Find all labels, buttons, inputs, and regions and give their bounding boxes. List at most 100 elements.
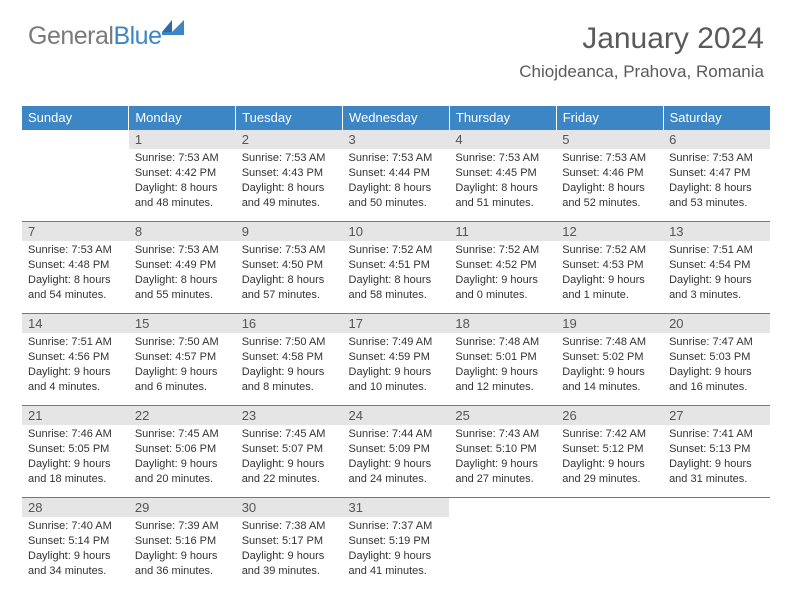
sunset-text: Sunset: 4:57 PM	[135, 350, 230, 365]
sunrise-text: Sunrise: 7:53 AM	[135, 243, 230, 258]
sunrise-text: Sunrise: 7:37 AM	[349, 519, 444, 534]
sunset-text: Sunset: 5:09 PM	[349, 442, 444, 457]
calendar-day-cell	[556, 498, 663, 590]
daylight-text: and 58 minutes.	[349, 288, 444, 303]
calendar-week-row: 21Sunrise: 7:46 AMSunset: 5:05 PMDayligh…	[22, 406, 770, 498]
daylight-text: and 4 minutes.	[28, 380, 123, 395]
daylight-text: Daylight: 9 hours	[242, 457, 337, 472]
daylight-text: Daylight: 8 hours	[349, 273, 444, 288]
sunrise-text: Sunrise: 7:45 AM	[135, 427, 230, 442]
month-title: January 2024	[519, 22, 764, 56]
day-number: 25	[449, 406, 556, 425]
sunset-text: Sunset: 5:01 PM	[455, 350, 550, 365]
day-details: Sunrise: 7:46 AMSunset: 5:05 PMDaylight:…	[22, 425, 129, 490]
day-number: 29	[129, 498, 236, 517]
sunrise-text: Sunrise: 7:46 AM	[28, 427, 123, 442]
day-details: Sunrise: 7:53 AMSunset: 4:44 PMDaylight:…	[343, 149, 450, 214]
calendar-day-cell: 11Sunrise: 7:52 AMSunset: 4:52 PMDayligh…	[449, 222, 556, 314]
brand-logo: GeneralBlue	[28, 22, 162, 51]
sunset-text: Sunset: 5:13 PM	[669, 442, 764, 457]
weekday-header: Wednesday	[343, 106, 450, 130]
day-details: Sunrise: 7:37 AMSunset: 5:19 PMDaylight:…	[343, 517, 450, 582]
calendar-week-row: 28Sunrise: 7:40 AMSunset: 5:14 PMDayligh…	[22, 498, 770, 590]
calendar-day-cell: 30Sunrise: 7:38 AMSunset: 5:17 PMDayligh…	[236, 498, 343, 590]
calendar-day-cell	[449, 498, 556, 590]
sunset-text: Sunset: 4:47 PM	[669, 166, 764, 181]
calendar-day-cell: 2Sunrise: 7:53 AMSunset: 4:43 PMDaylight…	[236, 130, 343, 222]
sunset-text: Sunset: 4:48 PM	[28, 258, 123, 273]
daylight-text: Daylight: 9 hours	[455, 365, 550, 380]
daylight-text: Daylight: 9 hours	[562, 457, 657, 472]
sunset-text: Sunset: 5:05 PM	[28, 442, 123, 457]
daylight-text: Daylight: 9 hours	[242, 549, 337, 564]
sunset-text: Sunset: 5:16 PM	[135, 534, 230, 549]
sunset-text: Sunset: 5:10 PM	[455, 442, 550, 457]
sunset-text: Sunset: 4:50 PM	[242, 258, 337, 273]
day-details: Sunrise: 7:53 AMSunset: 4:48 PMDaylight:…	[22, 241, 129, 306]
day-number: 11	[449, 222, 556, 241]
sunrise-text: Sunrise: 7:53 AM	[242, 243, 337, 258]
sunrise-text: Sunrise: 7:51 AM	[669, 243, 764, 258]
day-number: 27	[663, 406, 770, 425]
day-details: Sunrise: 7:41 AMSunset: 5:13 PMDaylight:…	[663, 425, 770, 490]
sunrise-text: Sunrise: 7:53 AM	[28, 243, 123, 258]
sunrise-text: Sunrise: 7:40 AM	[28, 519, 123, 534]
calendar-day-cell: 19Sunrise: 7:48 AMSunset: 5:02 PMDayligh…	[556, 314, 663, 406]
location-text: Chiojdeanca, Prahova, Romania	[519, 62, 764, 82]
daylight-text: and 29 minutes.	[562, 472, 657, 487]
sunset-text: Sunset: 4:42 PM	[135, 166, 230, 181]
daylight-text: Daylight: 8 hours	[562, 181, 657, 196]
day-details: Sunrise: 7:45 AMSunset: 5:06 PMDaylight:…	[129, 425, 236, 490]
calendar-week-row: 7Sunrise: 7:53 AMSunset: 4:48 PMDaylight…	[22, 222, 770, 314]
sunrise-text: Sunrise: 7:52 AM	[455, 243, 550, 258]
day-number: 18	[449, 314, 556, 333]
sunrise-text: Sunrise: 7:45 AM	[242, 427, 337, 442]
day-number: 30	[236, 498, 343, 517]
day-number: 6	[663, 130, 770, 149]
calendar-day-cell: 27Sunrise: 7:41 AMSunset: 5:13 PMDayligh…	[663, 406, 770, 498]
day-number: 14	[22, 314, 129, 333]
sunset-text: Sunset: 5:07 PM	[242, 442, 337, 457]
sunset-text: Sunset: 4:58 PM	[242, 350, 337, 365]
day-details: Sunrise: 7:52 AMSunset: 4:52 PMDaylight:…	[449, 241, 556, 306]
sunrise-text: Sunrise: 7:38 AM	[242, 519, 337, 534]
daylight-text: Daylight: 9 hours	[562, 273, 657, 288]
daylight-text: and 49 minutes.	[242, 196, 337, 211]
calendar-day-cell: 5Sunrise: 7:53 AMSunset: 4:46 PMDaylight…	[556, 130, 663, 222]
daylight-text: Daylight: 9 hours	[349, 365, 444, 380]
day-details: Sunrise: 7:50 AMSunset: 4:57 PMDaylight:…	[129, 333, 236, 398]
daylight-text: and 34 minutes.	[28, 564, 123, 579]
daylight-text: Daylight: 9 hours	[455, 273, 550, 288]
sunset-text: Sunset: 4:53 PM	[562, 258, 657, 273]
daylight-text: and 20 minutes.	[135, 472, 230, 487]
daylight-text: and 39 minutes.	[242, 564, 337, 579]
day-details: Sunrise: 7:42 AMSunset: 5:12 PMDaylight:…	[556, 425, 663, 490]
daylight-text: and 12 minutes.	[455, 380, 550, 395]
day-number: 15	[129, 314, 236, 333]
daylight-text: and 53 minutes.	[669, 196, 764, 211]
day-details: Sunrise: 7:53 AMSunset: 4:45 PMDaylight:…	[449, 149, 556, 214]
calendar-day-cell: 18Sunrise: 7:48 AMSunset: 5:01 PMDayligh…	[449, 314, 556, 406]
daylight-text: and 10 minutes.	[349, 380, 444, 395]
day-number: 23	[236, 406, 343, 425]
day-details: Sunrise: 7:50 AMSunset: 4:58 PMDaylight:…	[236, 333, 343, 398]
sunset-text: Sunset: 4:56 PM	[28, 350, 123, 365]
sunrise-text: Sunrise: 7:52 AM	[349, 243, 444, 258]
sunset-text: Sunset: 4:54 PM	[669, 258, 764, 273]
sunrise-text: Sunrise: 7:49 AM	[349, 335, 444, 350]
calendar-week-row: 1Sunrise: 7:53 AMSunset: 4:42 PMDaylight…	[22, 130, 770, 222]
sunset-text: Sunset: 4:45 PM	[455, 166, 550, 181]
sunrise-text: Sunrise: 7:47 AM	[669, 335, 764, 350]
weekday-header: Tuesday	[236, 106, 343, 130]
daylight-text: and 51 minutes.	[455, 196, 550, 211]
calendar-day-cell	[663, 498, 770, 590]
day-number: 13	[663, 222, 770, 241]
day-details: Sunrise: 7:48 AMSunset: 5:01 PMDaylight:…	[449, 333, 556, 398]
day-details: Sunrise: 7:47 AMSunset: 5:03 PMDaylight:…	[663, 333, 770, 398]
daylight-text: Daylight: 8 hours	[135, 273, 230, 288]
day-number: 17	[343, 314, 450, 333]
sunset-text: Sunset: 4:46 PM	[562, 166, 657, 181]
sunrise-text: Sunrise: 7:39 AM	[135, 519, 230, 534]
sunrise-text: Sunrise: 7:53 AM	[349, 151, 444, 166]
daylight-text: Daylight: 9 hours	[455, 457, 550, 472]
